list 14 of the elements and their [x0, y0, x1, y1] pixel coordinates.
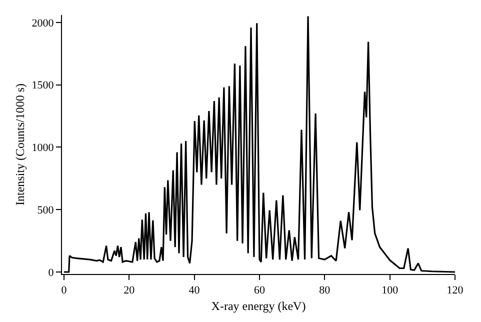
y-tick-label: 2000	[32, 17, 54, 30]
x-tick-label: 60	[254, 284, 266, 296]
y-tick-label: 1000	[32, 142, 54, 154]
x-tick-label: 80	[319, 284, 331, 296]
x-tick-label: 20	[124, 284, 136, 296]
x-tick-label: 0	[61, 284, 68, 296]
x-tick-label: 40	[188, 284, 200, 296]
y-tick-label: 500	[37, 204, 54, 216]
x-axis-title: X-ray energy (keV)	[211, 299, 306, 314]
y-tick-label: 1500	[32, 80, 54, 92]
x-tick-label: 120	[446, 284, 464, 296]
x-tick-label: 100	[382, 284, 399, 296]
y-axis-title: Intensity (Counts/1000 s)	[13, 84, 27, 206]
y-tick-label: 0	[48, 266, 54, 279]
